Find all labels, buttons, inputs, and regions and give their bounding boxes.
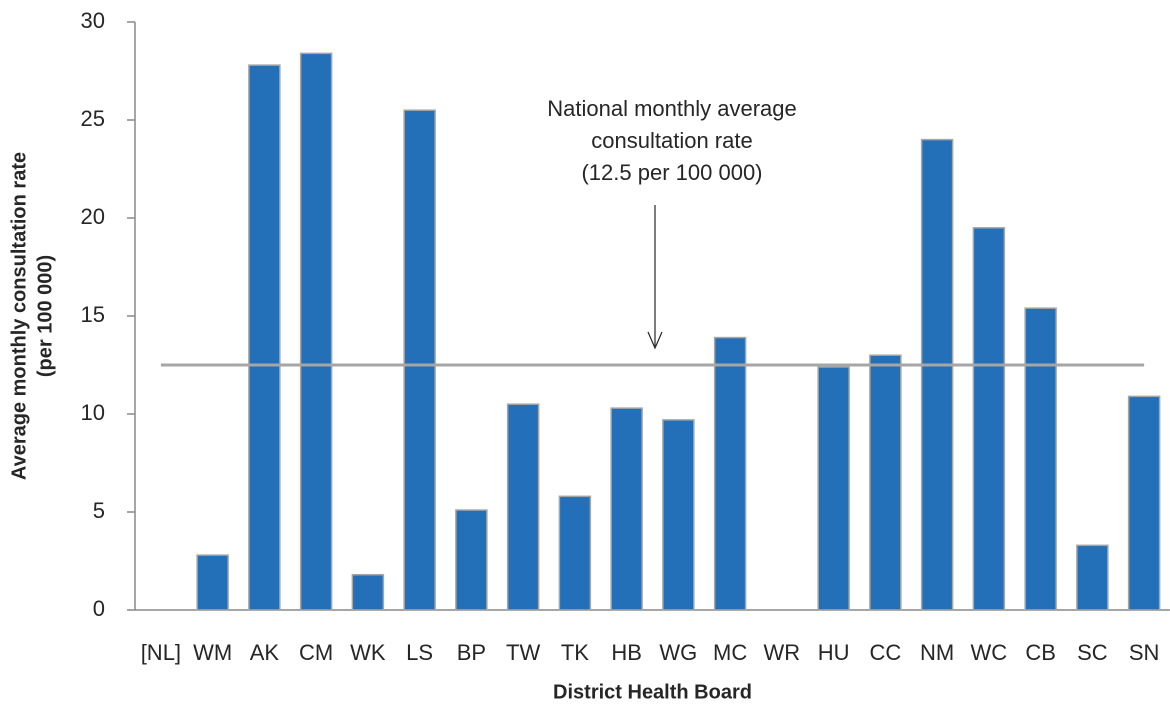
bar [713,336,747,611]
bar [1127,395,1161,611]
x-tick-label: NM [920,640,954,665]
y-axis-title: Average monthly consultation rate [8,152,30,480]
x-tick-label: CC [869,640,901,665]
x-tick-label: SN [1129,640,1160,665]
y-tick-label: 30 [81,8,105,33]
x-tick-label: LS [406,640,433,665]
bar [299,52,333,611]
bar [455,509,488,611]
annotation: (12.5 per 100 000) [581,160,762,185]
x-axis-title: District Health Board [553,681,752,703]
bar [351,573,385,611]
bar [1024,307,1057,611]
x-tick-label: WM [193,640,232,665]
x-tick-label: WK [350,640,386,665]
bar [403,109,436,611]
y-tick-label: 20 [81,204,105,229]
x-tick-label: MC [713,640,747,665]
x-tick-label: [NL] [141,640,181,665]
x-tick-label: AK [250,640,280,665]
y-axis-title: (per 100 000) [34,255,56,377]
annotation-arrowhead [647,331,663,350]
bar [248,64,281,611]
x-tick-label: WG [659,640,697,665]
bar [506,403,540,611]
x-tick-label: TW [506,640,540,665]
y-tick-label: 15 [81,302,105,327]
y-tick-label: 0 [93,596,105,621]
y-tick-label: 25 [81,106,105,131]
x-tick-label: SC [1077,640,1108,665]
bar [869,354,902,611]
x-tick-label: HU [818,640,850,665]
bar [920,138,954,611]
bar [972,227,1006,611]
y-tick-label: 10 [81,400,105,425]
bar [662,419,695,611]
x-tick-label: HB [611,640,642,665]
x-tick-label: WC [971,640,1008,665]
annotation: National monthly average [547,96,796,121]
bar [558,495,592,611]
x-tick-label: BP [457,640,486,665]
annotation: consultation rate [591,128,752,153]
x-tick-label: CB [1025,640,1056,665]
bar [196,554,229,611]
x-tick-label: CM [299,640,333,665]
x-tick-label: TK [561,640,589,665]
bar [1076,544,1109,611]
y-tick-label: 5 [93,498,105,523]
bar [817,366,850,611]
x-tick-label: WR [764,640,801,665]
bar [610,407,643,611]
